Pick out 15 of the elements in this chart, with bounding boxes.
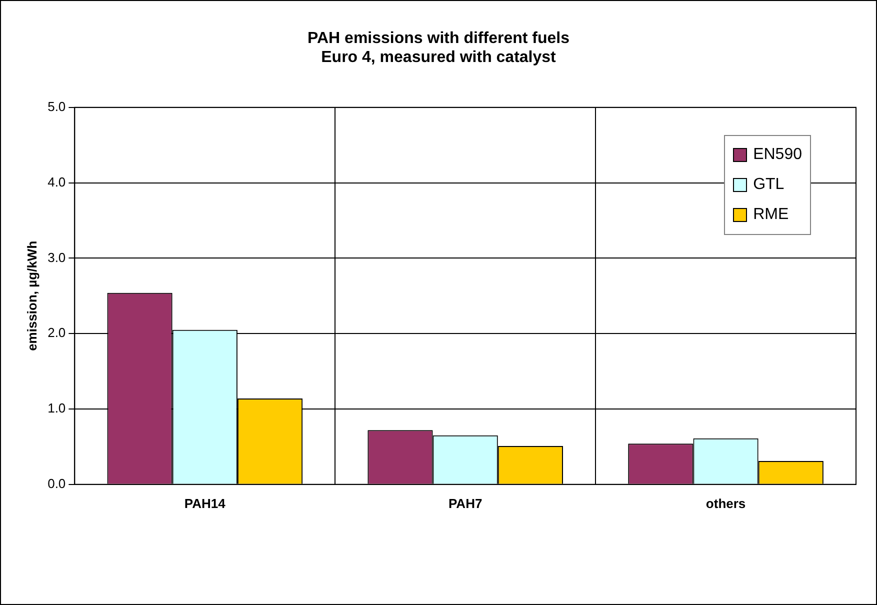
x-tick-label: others bbox=[706, 496, 746, 511]
y-tick-label: 4.0 bbox=[48, 174, 66, 190]
legend-label: EN590 bbox=[753, 145, 802, 166]
y-tick-label: 0.0 bbox=[48, 476, 66, 491]
legend-label: GTL bbox=[753, 175, 784, 196]
chart-title: PAH emissions with different fuels bbox=[308, 30, 570, 48]
y-axis-title: emission, µg/kWh bbox=[24, 240, 40, 351]
y-tick-label: 1.0 bbox=[48, 400, 66, 416]
y-tick-label: 3.0 bbox=[48, 250, 66, 265]
x-tick-label: PAH14 bbox=[184, 496, 226, 511]
y-tick-label: 5.0 bbox=[48, 98, 66, 114]
y-tick-label: 2.0 bbox=[48, 325, 66, 340]
chart-subtitle: Euro 4, measured with catalyst bbox=[321, 49, 557, 66]
x-tick-label: PAH7 bbox=[448, 496, 482, 511]
legend-label: RME bbox=[753, 205, 789, 226]
